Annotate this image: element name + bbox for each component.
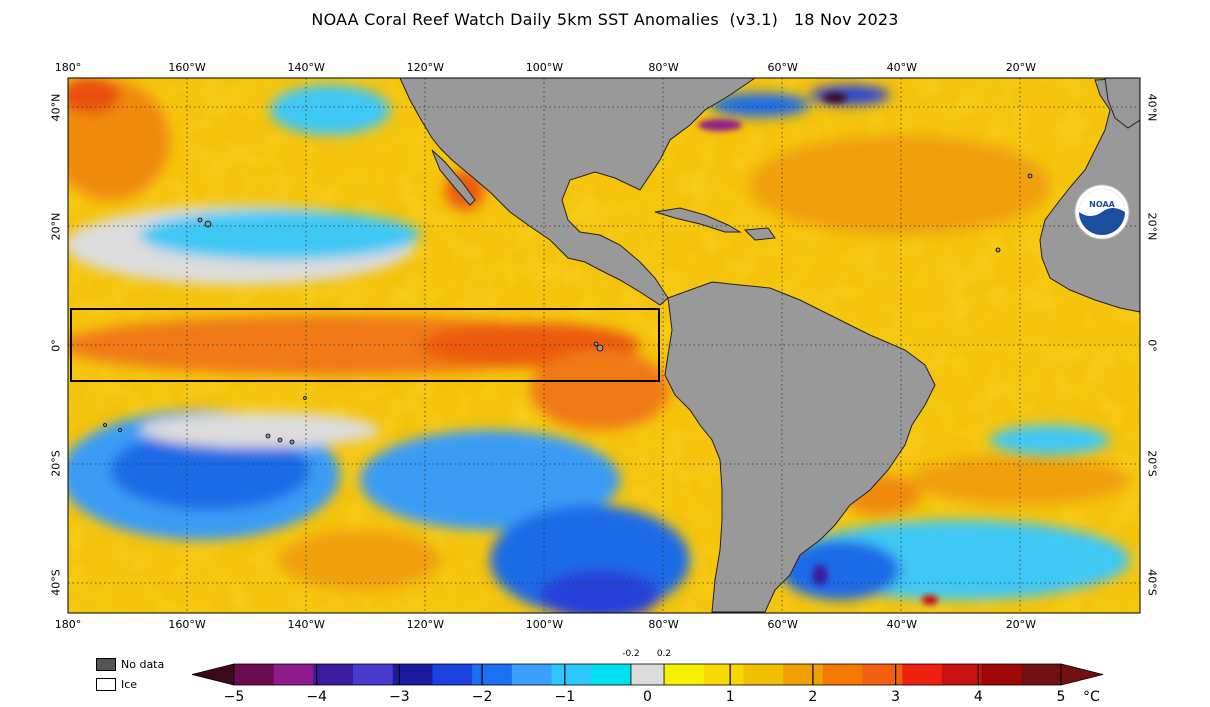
map-frame <box>67 77 1141 614</box>
colorbar-segment <box>703 664 744 685</box>
colorbar-tick-label: 1 <box>725 689 735 705</box>
lat-label-right: 40°S <box>1145 569 1159 596</box>
lon-label-bottom: 80°W <box>648 618 679 631</box>
colorbar-segment <box>1021 664 1062 685</box>
lon-label-top: 140°W <box>287 61 325 74</box>
colorbar-unit: °C <box>1083 689 1100 705</box>
lon-label-top: 80°W <box>648 61 679 74</box>
colorbar-segment <box>783 664 824 685</box>
colorbar-segment <box>862 664 903 685</box>
lon-label-bottom: 120°W <box>406 618 445 631</box>
colorbar-segment <box>822 664 864 685</box>
lat-label-right: 40°N <box>1145 93 1159 122</box>
graticule <box>68 78 1140 613</box>
map-field <box>68 78 1140 613</box>
colorbar-tick-label: −4 <box>306 689 328 705</box>
colorbar-segment <box>630 664 665 685</box>
south-america-land <box>664 281 936 613</box>
colorbar-minor-label-pos: 0.2 <box>656 649 672 659</box>
lon-label-bottom: 160°W <box>168 618 206 631</box>
lon-label-bottom: 60°W <box>767 618 798 631</box>
colorbar-segment <box>591 664 632 685</box>
islands <box>103 173 1033 445</box>
colorbar-tick-label: −5 <box>223 689 245 705</box>
colorbar-segment <box>511 664 553 685</box>
lon-label-top: 40°W <box>886 61 917 74</box>
ice-label: Ice <box>121 678 138 691</box>
no-data-label: No data <box>121 658 165 671</box>
lat-label-right: 0° <box>1145 338 1159 352</box>
colorbar-segment <box>273 664 314 685</box>
lon-label-top: 100°W <box>525 61 564 74</box>
lon-label-bottom: 140°W <box>287 618 325 631</box>
colorbar-segment <box>472 664 513 685</box>
colorbar-minor-label-neg: -0.2 <box>622 649 640 659</box>
colorbar-min-arrow <box>191 663 235 686</box>
north-america-land <box>399 78 756 306</box>
lon-label-bottom: 100°W <box>525 618 564 631</box>
colorbar-tick-label: −1 <box>554 689 576 705</box>
lon-label-bottom: 40°W <box>886 618 917 631</box>
colorbar-tick-label: 5 <box>1056 689 1066 705</box>
lon-label-top: 160°W <box>168 61 206 74</box>
colorbar-segment <box>902 664 943 685</box>
colorbar-tick-label: −2 <box>471 689 493 705</box>
colorbar-tick-label: 2 <box>808 689 818 705</box>
colorbar-tick-label: 4 <box>973 689 983 705</box>
colorbar-segment <box>743 664 784 685</box>
no-data-swatch <box>96 658 116 671</box>
colorbar-segment <box>353 664 394 685</box>
colorbar-segment <box>234 664 275 685</box>
lon-label-top: 120°W <box>406 61 445 74</box>
colorbar-segment <box>392 664 433 685</box>
noaa-logo-icon: NOAA <box>1074 184 1130 240</box>
cuba-land <box>654 207 742 233</box>
colorbar-segment <box>432 664 473 685</box>
lon-label-bottom: 180° <box>54 618 82 631</box>
nino-region-box <box>70 308 660 382</box>
lat-label-left: 20°N <box>49 212 63 240</box>
colorbar-max-arrow <box>1060 663 1104 686</box>
colorbar-segment <box>551 664 592 685</box>
lat-label-right: 20°N <box>1145 212 1159 240</box>
ice-swatch <box>96 678 116 691</box>
lat-label-left: 40°S <box>49 569 63 597</box>
lon-label-top: 60°W <box>767 61 798 74</box>
colorbar-tick-label: 0 <box>643 689 652 705</box>
map-title: NOAA Coral Reef Watch Daily 5km SST Anom… <box>311 10 899 29</box>
svg-text:NOAA: NOAA <box>1089 200 1115 209</box>
colorbar-segment <box>981 664 1022 685</box>
colorbar-tick-label: −3 <box>389 689 410 705</box>
lat-label-left: 20°S <box>49 450 63 478</box>
lat-label-right: 20°S <box>1145 450 1159 478</box>
lat-label-left: 0° <box>49 338 63 352</box>
colorbar-segment <box>664 664 705 685</box>
lat-label-left: 40°N <box>49 93 63 122</box>
colorbar-tick-label: 3 <box>891 689 901 705</box>
colorbar-segment <box>313 664 354 685</box>
lon-label-bottom: 20°W <box>1005 618 1037 631</box>
lon-label-top: 180° <box>54 61 82 74</box>
colorbar <box>191 663 1104 686</box>
lon-label-top: 20°W <box>1005 61 1037 74</box>
colorbar-segment <box>941 664 983 685</box>
